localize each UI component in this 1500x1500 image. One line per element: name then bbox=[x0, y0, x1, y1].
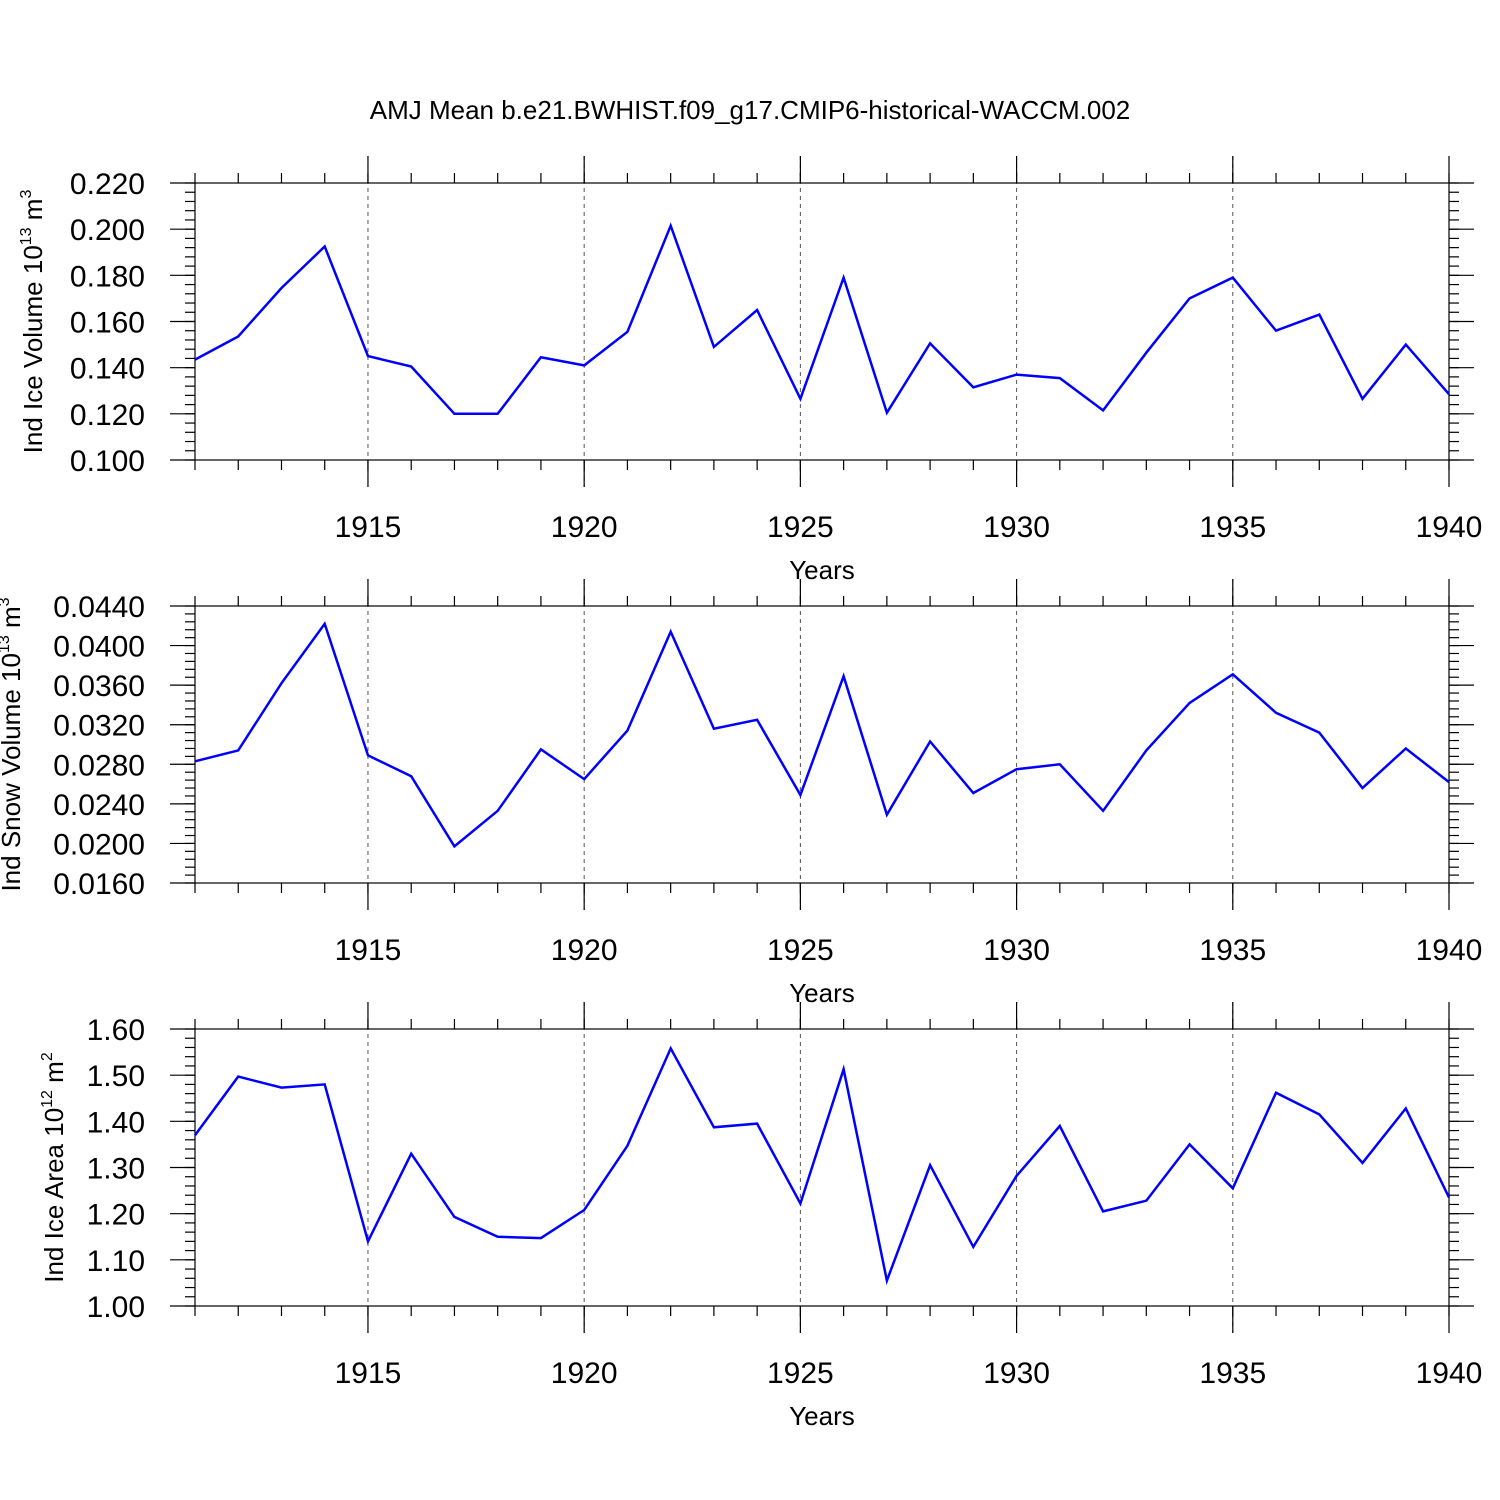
y-tick-label: 1.30 bbox=[87, 1153, 145, 1186]
chart-panel-3: 1915 1920 1925 1930 1935 1940 1.00 1.10 1.20 1.30… bbox=[39, 1002, 1482, 1431]
x-tick-label: 1920 bbox=[551, 1357, 618, 1390]
y-tick-label: 0.0280 bbox=[53, 749, 145, 782]
y-tick-label: 0.0200 bbox=[53, 828, 145, 861]
y-tick-label: 1.50 bbox=[87, 1060, 145, 1093]
y-tick-label: 0.0440 bbox=[53, 591, 145, 624]
plot-frame bbox=[194, 605, 1450, 884]
x-tick-label: 1925 bbox=[767, 511, 834, 544]
x-axis-title: Years bbox=[789, 1401, 855, 1431]
y-tick-label: 0.160 bbox=[70, 307, 145, 340]
x-tick-label: 1935 bbox=[1199, 511, 1266, 544]
x-tick-label: 1920 bbox=[551, 511, 618, 544]
x-tick-label: 1920 bbox=[551, 934, 618, 967]
x-tick-label: 1930 bbox=[983, 1357, 1050, 1390]
x-tick-label: 1935 bbox=[1199, 1357, 1266, 1390]
y-tick-label: 0.220 bbox=[70, 168, 145, 201]
chart-panels: 1915 1920 1925 1930 1935 1940 0.100 0.120 0.140 0… bbox=[0, 156, 1482, 1431]
y-tick-label: 0.120 bbox=[70, 399, 145, 432]
x-tick-label: 1940 bbox=[1416, 934, 1483, 967]
y-tick-label: 1.60 bbox=[87, 1014, 145, 1047]
chart-panel-1: 1915 1920 1925 1930 1935 1940 0.100 0.120 0.140 0… bbox=[18, 156, 1482, 585]
x-tick-label: 1915 bbox=[335, 1357, 402, 1390]
x-axis-title: Years bbox=[789, 978, 855, 1008]
y-tick-label: 1.40 bbox=[87, 1106, 145, 1139]
x-axis-title: Years bbox=[789, 555, 855, 585]
figure-title: AMJ Mean b.e21.BWHIST.f09_g17.CMIP6-hist… bbox=[370, 95, 1131, 125]
series-line-ind-snow-volume bbox=[194, 621, 1450, 849]
chart-panel-2: 1915 1920 1925 1930 1935 1940 0.0160 0.0200 0.02… bbox=[0, 579, 1482, 1008]
y-tick-label: 1.10 bbox=[87, 1245, 145, 1278]
x-tick-label: 1915 bbox=[335, 934, 402, 967]
y-tick-label: 0.0160 bbox=[53, 868, 145, 901]
x-tick-label: 1915 bbox=[335, 511, 402, 544]
y-tick-label: 0.100 bbox=[70, 445, 145, 478]
y-axis-title: Ind Snow Volume 1013 m3 bbox=[0, 597, 26, 891]
y-axis-title: Ind Ice Volume 1013 m3 bbox=[18, 190, 48, 454]
series-line-ind-ice-volume bbox=[194, 222, 1450, 416]
series-line-ind-ice-area bbox=[193, 1045, 1451, 1286]
y-tick-label: 1.00 bbox=[87, 1291, 145, 1324]
y-tick-label: 0.0320 bbox=[53, 710, 145, 743]
x-tick-label: 1940 bbox=[1416, 511, 1483, 544]
x-tick-label: 1935 bbox=[1199, 934, 1266, 967]
x-tick-label: 1940 bbox=[1416, 1357, 1483, 1390]
x-tick-label: 1925 bbox=[767, 934, 834, 967]
x-tick-label: 1930 bbox=[983, 511, 1050, 544]
y-tick-label: 0.200 bbox=[70, 214, 145, 247]
y-tick-label: 0.0360 bbox=[53, 670, 145, 703]
x-tick-label: 1925 bbox=[767, 1357, 834, 1390]
y-tick-label: 0.0240 bbox=[53, 789, 145, 822]
y-tick-label: 0.0400 bbox=[53, 631, 145, 664]
y-tick-label: 0.180 bbox=[70, 260, 145, 293]
y-tick-label: 0.140 bbox=[70, 353, 145, 386]
x-tick-label: 1930 bbox=[983, 934, 1050, 967]
y-tick-label: 1.20 bbox=[87, 1199, 145, 1232]
y-axis-title: Ind Ice Area 1012 m2 bbox=[39, 1052, 69, 1283]
